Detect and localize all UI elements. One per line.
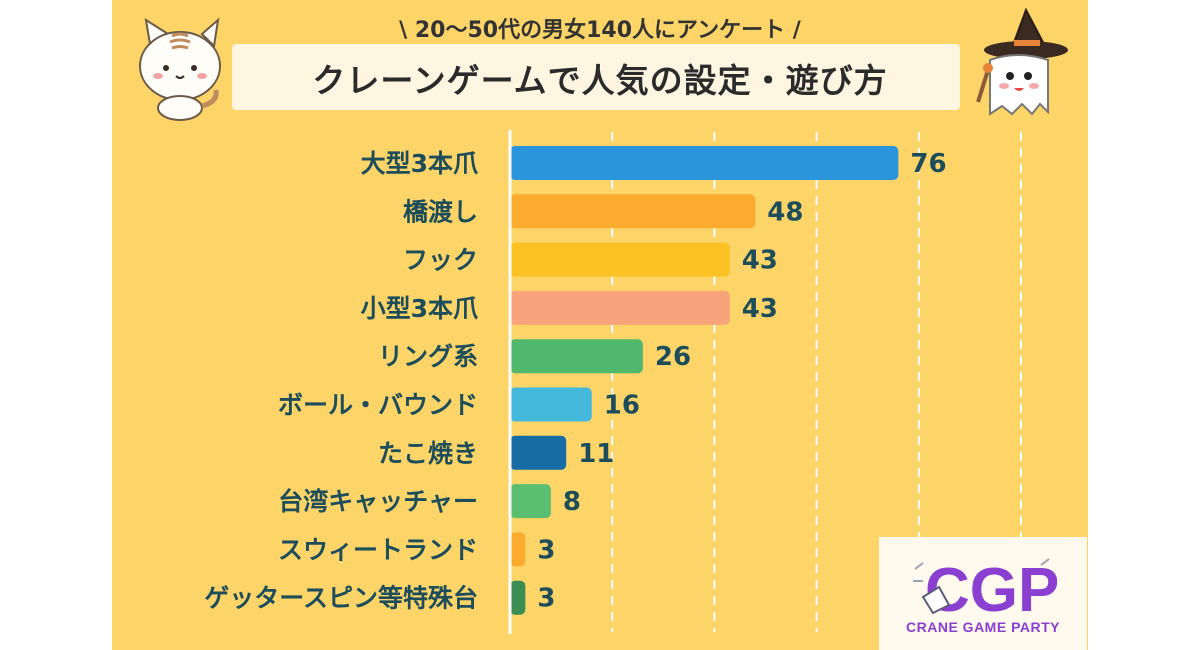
category-label: ボール・バウンド (278, 391, 478, 420)
bar (510, 242, 730, 277)
logo-card: CGP CRANE GAME PARTY (879, 537, 1087, 650)
ghost-witch-mascot-icon (976, 8, 1068, 116)
bar (510, 484, 551, 519)
category-label: ゲッタースピン等特殊台 (204, 584, 478, 613)
bar (510, 532, 526, 567)
category-label: 小型3本爪 (361, 294, 479, 323)
logo-wordmark: CRANE GAME PARTY (906, 619, 1060, 635)
value-label: 11 (578, 439, 614, 469)
bar (510, 580, 526, 615)
bar (510, 435, 567, 470)
bar (510, 387, 592, 422)
logo-mark-text: CGP (925, 556, 1057, 621)
category-label: リング系 (378, 342, 478, 371)
bar (510, 339, 643, 374)
value-label: 3 (537, 584, 555, 614)
cgp-logo-mark: CGP (913, 556, 1057, 621)
value-label: 48 (767, 197, 803, 227)
category-label: たこ焼き (378, 439, 478, 468)
bar (510, 194, 756, 229)
category-label: 橋渡し (403, 197, 478, 226)
bar (510, 290, 730, 325)
value-label: 76 (910, 149, 946, 179)
value-label: 16 (604, 391, 640, 421)
value-label: 43 (742, 294, 778, 324)
category-label: スウィートランド (278, 535, 478, 564)
category-label: 大型3本爪 (361, 149, 479, 178)
value-label: 26 (655, 342, 691, 372)
bar (510, 146, 899, 180)
value-label: 8 (563, 487, 581, 517)
value-label: 43 (742, 246, 778, 276)
title-banner (232, 44, 960, 110)
category-label: 台湾キャッチャー (278, 487, 478, 516)
cat-mascot-icon (139, 17, 221, 121)
value-label: 3 (537, 535, 555, 565)
chart-title: クレーンゲームで人気の設定・遊び方 (312, 61, 888, 100)
category-label: フック (403, 246, 478, 275)
chart-subtitle: \ 20～50代の男女140人にアンケート / (399, 18, 801, 43)
